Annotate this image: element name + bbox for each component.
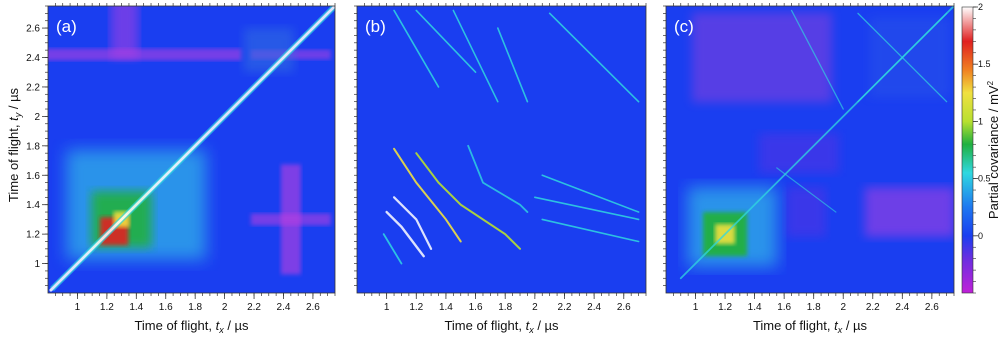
plot-frame (665, 5, 955, 294)
x-axis-title: Time of flight, tx / µs (134, 318, 249, 335)
x-tick-label: 1.6 (777, 302, 791, 313)
x-tick-label: 1 (693, 302, 699, 313)
x-tick-label: 2.2 (247, 302, 261, 313)
covariance-line (393, 147, 462, 243)
intensity-region (869, 17, 950, 98)
panel-label: (b) (365, 17, 386, 36)
x-tick-label: 2 (532, 302, 538, 313)
intensity-region (48, 48, 242, 61)
intensity-region (692, 12, 832, 103)
x-tick-label: 1.4 (748, 302, 762, 313)
covariance-line (548, 12, 640, 103)
plot-frame (356, 5, 647, 294)
y-tick-label: 1.2 (26, 230, 40, 241)
colorbar-gradient (961, 6, 974, 294)
x-tick-label: 1.8 (807, 302, 821, 313)
covariance-line (49, 6, 335, 292)
covariance-line (857, 12, 948, 103)
x-tick-label: 1.6 (159, 302, 173, 313)
intensity-region (243, 28, 294, 73)
covariance-line (415, 9, 477, 74)
panel-b: (b) 1 1.2 1.4 1.6 1.8 2 2.2 2.4 2.6 Time of flight… (354, 3, 647, 335)
x-tick-label: 2.6 (925, 302, 939, 313)
heatmap-features (48, 6, 335, 292)
x-tick-label: 2.4 (895, 302, 909, 313)
colorbar-tick-label: 0 (978, 231, 983, 241)
x-tick-label: 1 (384, 302, 390, 313)
y-tick-label: 1.6 (26, 171, 40, 182)
covariance-line (415, 152, 522, 250)
covariance-line (392, 196, 433, 250)
x-tick-label: 1.6 (469, 302, 483, 313)
y-tick-label: 2.2 (26, 82, 40, 93)
panel-a: (a) 1 1.2 1.4 1.6 1.8 2 2.2 2.4 2.6 1 1.2 1.4 1.6 1.8 2… (26, 3, 336, 335)
intensity-region (786, 187, 827, 238)
y-tick-label: 1 (34, 259, 40, 270)
y-tick-label: 2.6 (26, 24, 40, 35)
covariance-line (452, 9, 499, 103)
colorbar-tick-label: 1 (978, 116, 983, 126)
colorbar-title: Partial covariance / mV2 (986, 80, 1001, 219)
panel-label: (a) (56, 17, 77, 36)
y-axis-title: Time of flight, ty / µs (6, 87, 23, 202)
x-tick-label: 1.2 (409, 302, 423, 313)
x-tick-label: 1.2 (718, 302, 732, 313)
covariance-line (496, 27, 529, 103)
covariance-line (541, 174, 640, 213)
x-tick-label: 1.4 (439, 302, 453, 313)
covariance-line (50, 6, 334, 288)
covariance-line (382, 233, 403, 265)
colorbar-tick-label: 0.5 (978, 174, 991, 184)
y-tick-label: 1.4 (26, 200, 40, 211)
heatmap-background (357, 6, 646, 293)
plot-frame (47, 5, 336, 294)
x-tick-label: 2.4 (587, 302, 601, 313)
x-tick-label: 2.2 (558, 302, 572, 313)
x-tick-label: 2.6 (617, 302, 631, 313)
x-tick-label: 2 (222, 302, 228, 313)
x-tick-label: 1 (75, 302, 81, 313)
x-axis-title: Time of flight, tx / µs (444, 318, 559, 335)
x-tick-label: 2.6 (306, 302, 320, 313)
x-tick-label: 1.4 (129, 302, 143, 313)
heatmap-features (382, 9, 640, 265)
x-axis-title: Time of flight, tx / µs (753, 318, 868, 335)
intensity-region (250, 213, 331, 226)
x-tick-label: 2.4 (277, 302, 291, 313)
covariance-line (393, 9, 440, 88)
panel-label: (c) (674, 17, 694, 36)
covariance-line (534, 196, 640, 221)
intensity-region (758, 133, 839, 174)
covariance-line (541, 218, 640, 243)
covariance-line (790, 9, 844, 110)
x-tick-label: 1.8 (498, 302, 512, 313)
colorbar-tick-label: 2 (978, 2, 983, 12)
x-tick-label: 2.2 (866, 302, 880, 313)
colorbar-tick-label: 1.5 (978, 59, 991, 69)
x-tick-label: 2 (840, 302, 846, 313)
covariance-line (53, 7, 335, 291)
covariance-line (467, 144, 529, 213)
covariance-line (776, 167, 837, 213)
y-tick-label: 2.4 (26, 53, 40, 64)
covariance-line (385, 210, 425, 258)
y-tick-label: 2 (34, 112, 40, 123)
x-tick-label: 1.2 (100, 302, 114, 313)
intensity-region (864, 187, 954, 238)
heatmap-features (679, 6, 954, 280)
colorbar: 0 0.5 1 1.5 2 Partial covariance / mV2 (961, 2, 1001, 294)
x-tick-label: 1.8 (188, 302, 202, 313)
panel-c: (c) 1 1.2 1.4 1.6 1.8 2 2.2 2.4 2.6 Time of flight… (663, 3, 955, 335)
y-tick-label: 1.8 (26, 141, 40, 152)
